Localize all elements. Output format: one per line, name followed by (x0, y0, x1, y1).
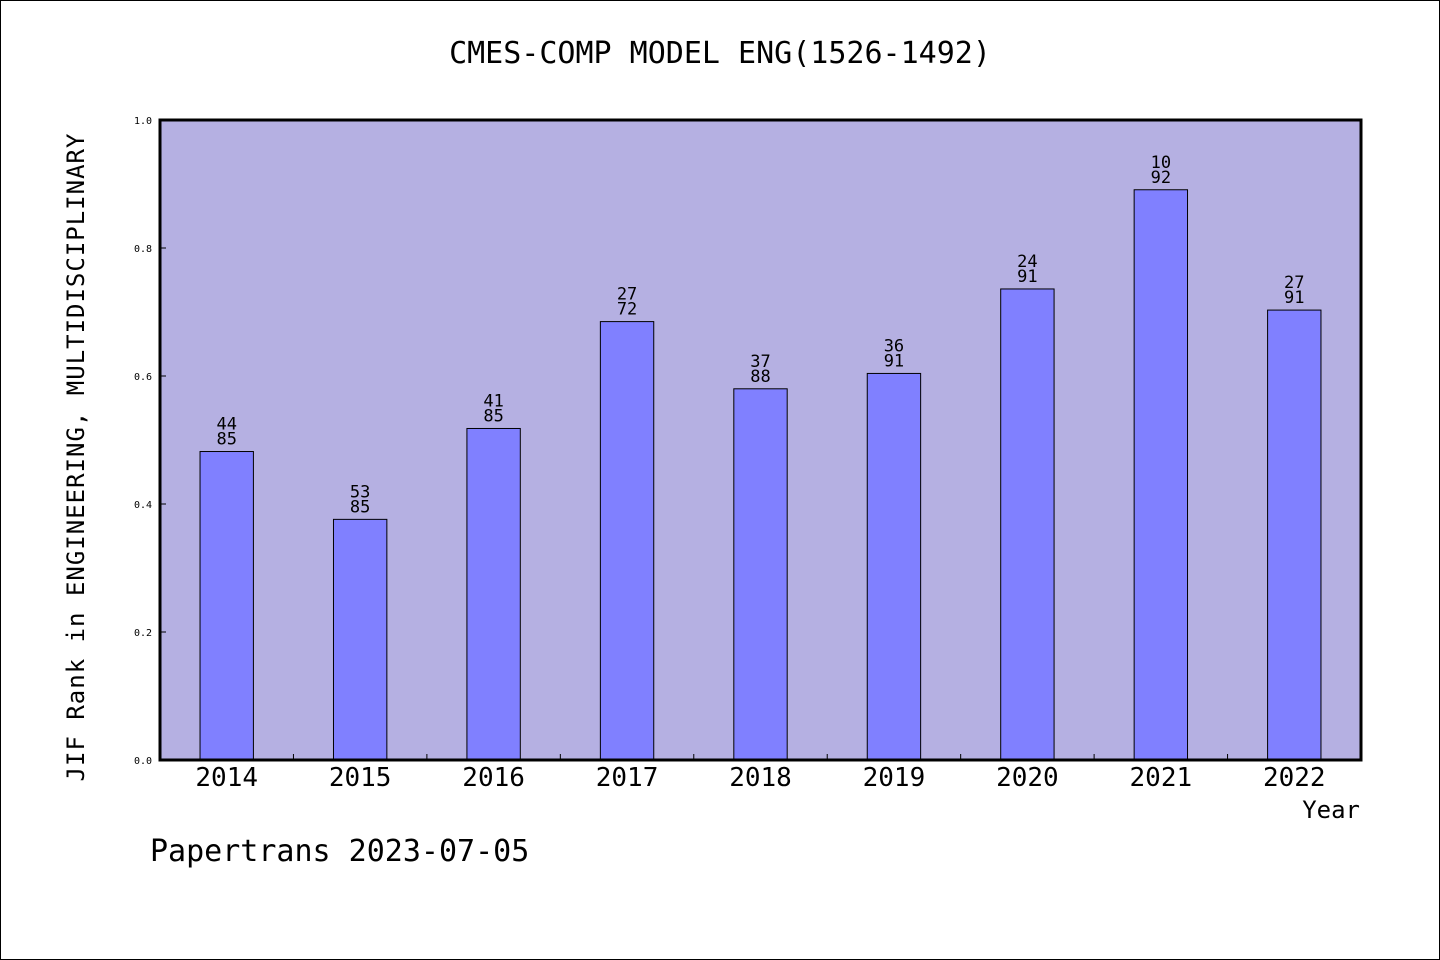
x-tick-label-2022: 2022 (1263, 763, 1326, 793)
x-axis-label: Year (1302, 796, 1360, 824)
x-tick-label-2016: 2016 (462, 763, 525, 793)
bar-label-bottom-2017: 72 (617, 300, 637, 320)
bar-label-top-2017: 27 (617, 285, 637, 305)
bar-2019 (866, 372, 922, 761)
x-tick-label-2018: 2018 (729, 763, 792, 793)
bar-label-top-2020: 24 (1017, 252, 1037, 272)
chart-title: CMES-COMP MODEL ENG(1526-1492) (449, 36, 991, 71)
y-tick-label-0.8: 0.8 (134, 244, 152, 255)
bar-label-top-2018: 37 (750, 352, 770, 372)
bar-label-bottom-2020: 91 (1017, 267, 1037, 287)
y-tick-label-0.4: 0.4 (134, 500, 152, 511)
y-tick-label-1.0: 1.0 (134, 116, 152, 127)
x-tick-label-2021: 2021 (1130, 763, 1193, 793)
bar-2021 (1133, 189, 1189, 761)
bar-2020 (1000, 288, 1055, 761)
y-tick-label-0.0: 0.0 (134, 756, 152, 767)
bar-label-top-2016: 41 (483, 391, 503, 411)
bar-label-bottom-2015: 85 (350, 497, 370, 517)
bar-label-bottom-2016: 85 (483, 406, 503, 426)
bar-label-bottom-2018: 88 (750, 367, 770, 387)
bar-label-bottom-2019: 91 (884, 351, 904, 371)
bar-2014 (199, 451, 254, 761)
bar-label-top-2015: 53 (350, 482, 370, 502)
x-tick-label-2015: 2015 (329, 763, 392, 793)
bar-label-top-2019: 36 (884, 336, 904, 356)
y-tick-label-0.6: 0.6 (134, 372, 152, 383)
bar-2016 (466, 427, 521, 761)
bar-2022 (1267, 309, 1322, 761)
x-tick-label-2017: 2017 (596, 763, 659, 793)
x-tick-label-2020: 2020 (996, 763, 1059, 793)
bar-2017 (599, 321, 655, 761)
y-tick-label-0.2: 0.2 (134, 628, 152, 639)
footer-credit: Papertrans 2023-07-05 (150, 834, 530, 869)
plot-border (158, 118, 1363, 762)
bar-label-top-2021: 10 (1151, 153, 1171, 173)
bar-2018 (733, 388, 788, 761)
bar-label-bottom-2022: 91 (1284, 288, 1304, 308)
bar-label-top-2022: 27 (1284, 273, 1304, 293)
x-tick-label-2014: 2014 (195, 763, 258, 793)
bar-2015 (332, 518, 388, 761)
bar-label-bottom-2014: 85 (216, 430, 236, 450)
x-tick-label-2019: 2019 (863, 763, 926, 793)
bar-label-bottom-2021: 92 (1151, 168, 1171, 188)
bar-label-top-2014: 44 (216, 415, 236, 435)
